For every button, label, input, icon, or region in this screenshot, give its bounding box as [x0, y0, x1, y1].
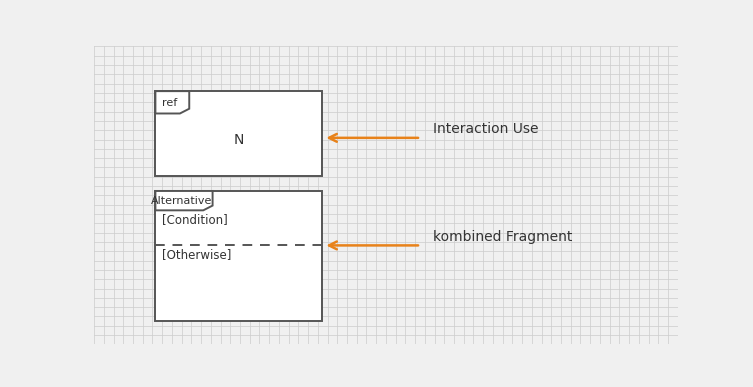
- Polygon shape: [155, 191, 212, 211]
- Text: ref: ref: [162, 98, 177, 108]
- Text: Alternative: Alternative: [151, 196, 212, 206]
- Bar: [155, 91, 322, 176]
- Text: [Otherwise]: [Otherwise]: [163, 248, 232, 261]
- Text: Interaction Use: Interaction Use: [432, 122, 538, 136]
- Bar: [155, 191, 322, 320]
- Text: [Condition]: [Condition]: [163, 213, 228, 226]
- Text: N: N: [233, 134, 244, 147]
- Text: kombined Fragment: kombined Fragment: [432, 230, 572, 244]
- Polygon shape: [155, 91, 189, 113]
